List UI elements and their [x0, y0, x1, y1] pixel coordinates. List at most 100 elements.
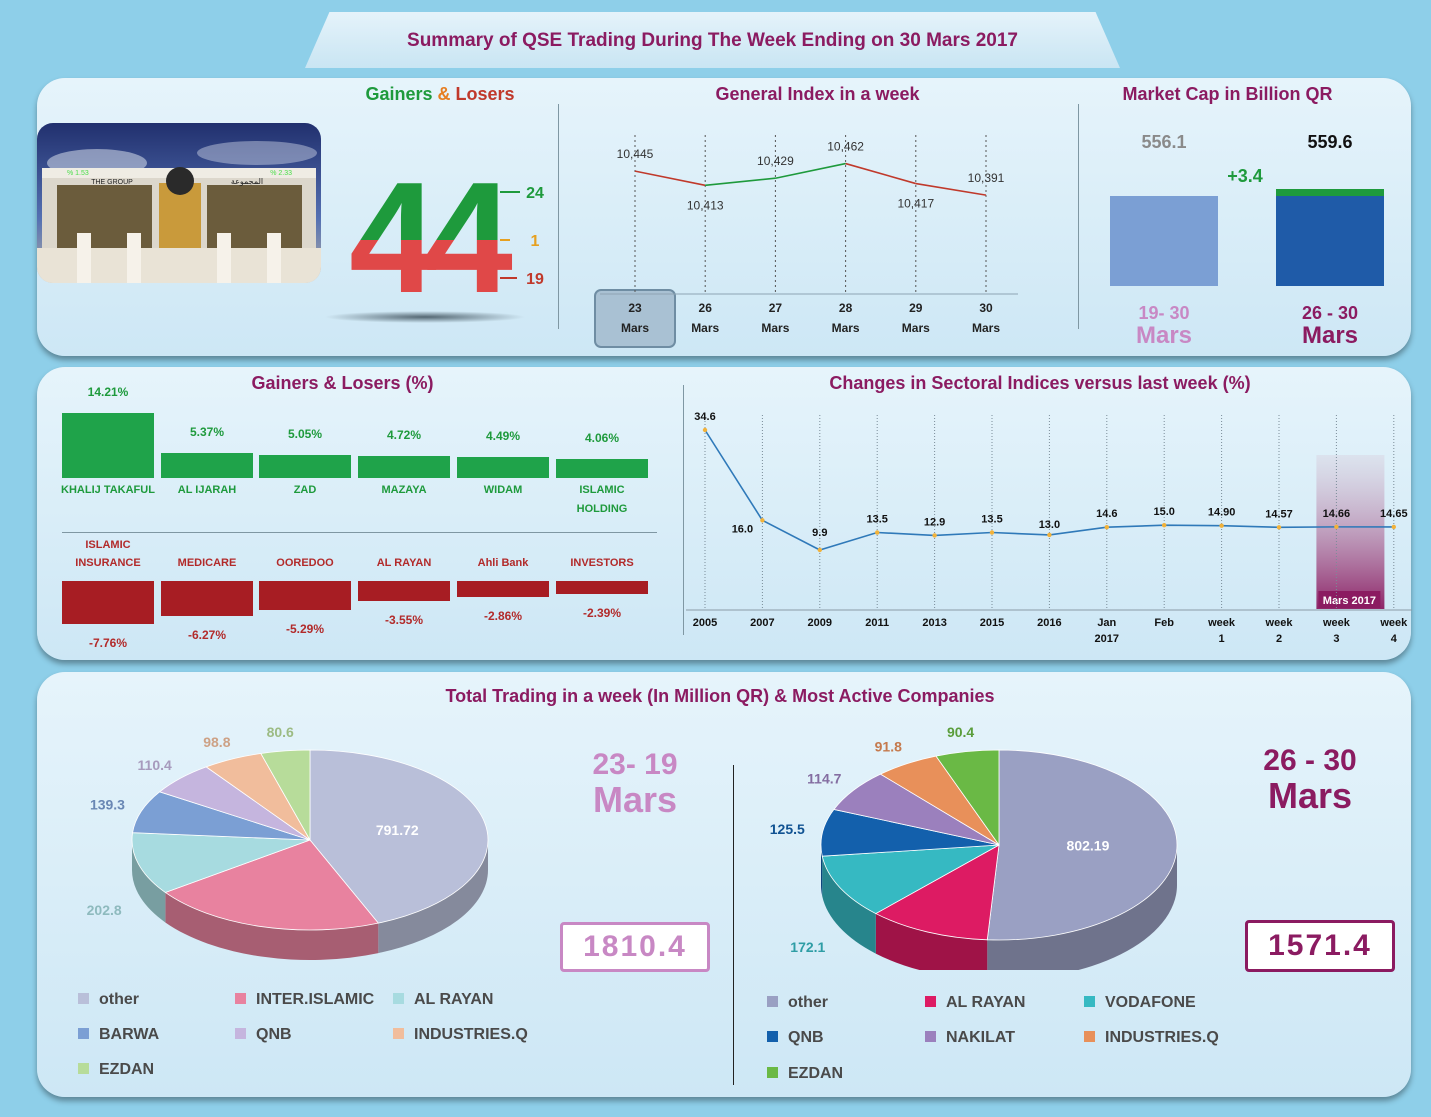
gainer-name: WIDAM	[483, 484, 523, 496]
gainers-losers-title: Gainers & Losers	[330, 84, 550, 105]
legend-item: QNB	[767, 1029, 824, 1047]
loser-bar	[358, 581, 450, 601]
pie-value-label: 202.8	[87, 902, 122, 918]
pie-slice	[131, 832, 311, 893]
legend-swatch	[235, 1028, 246, 1039]
index-value-label: 10,429	[757, 154, 794, 168]
trading-curr-total: 1571.4	[1245, 920, 1395, 972]
gainers-losers-counter: 44 44 24 1 19	[325, 165, 544, 325]
legend-label: AL RAYAN	[946, 994, 1026, 1011]
legend-swatch	[925, 1031, 936, 1042]
loser-pct-label: -6.27%	[187, 627, 227, 642]
x-tick-label: week	[1265, 617, 1294, 629]
index-value-label: 10,391	[968, 171, 1005, 185]
general-index-chart: 23 Mars 26 Mars 27 Mars 28 Mars 29 Mars 30 Mars 10,4…	[594, 135, 1018, 348]
gainer-bar	[62, 413, 154, 478]
gainers-word: Gainers	[365, 84, 433, 104]
losers-number: 19	[526, 271, 544, 288]
index-segment	[705, 177, 776, 187]
loser-name: Ahli Bank	[477, 557, 529, 569]
legend-item: AL RAYAN	[925, 994, 1025, 1012]
sectoral-value-label: 34.6	[694, 411, 715, 423]
legend-item: other	[78, 991, 139, 1009]
x-tick-label: Feb	[1154, 617, 1174, 629]
unchanged-number: 1	[531, 233, 540, 250]
highlight-band	[1316, 455, 1385, 609]
market-cap-curr-period: 26 - 30 Mars	[1266, 303, 1394, 348]
sectoral-point	[817, 547, 822, 553]
legend-label: INDUSTRIES.Q	[414, 1026, 528, 1043]
market-cap-prev-period-1: 19- 30	[1138, 303, 1190, 323]
legend-item: BARWA	[78, 1026, 159, 1044]
trading-curr-period-2: Mars	[1267, 775, 1353, 816]
gainer-pct-label: 4.72%	[386, 428, 422, 443]
pie-side	[987, 845, 1177, 970]
pie-side	[821, 845, 823, 897]
legend-swatch	[393, 993, 404, 1004]
pie-side	[165, 892, 379, 960]
sectoral-point	[989, 530, 995, 535]
sectoral-value-label: 14.65	[1380, 508, 1408, 520]
trading-curr-period-1: 26 - 30	[1263, 744, 1357, 777]
x-tick-month: Mars	[832, 321, 860, 335]
sectoral-point	[932, 533, 937, 538]
loser-bar	[161, 581, 253, 616]
gainer-bar	[457, 457, 549, 478]
x-tick-label: week	[1322, 617, 1351, 629]
gainer-name: ISLAMIC HOLDING	[576, 484, 628, 515]
legend-swatch	[767, 1031, 778, 1042]
legend-swatch	[78, 1063, 89, 1074]
sectoral-value-label: 16.0	[732, 523, 753, 535]
gainer-bar	[259, 454, 351, 478]
x-tick-day: 30	[979, 301, 993, 315]
x-tick-month: Mars	[902, 321, 930, 335]
sectoral-value-label: 14.66	[1323, 508, 1351, 520]
x-tick-label: 2016	[1037, 617, 1061, 629]
gainer-pct-label: 14.21%	[87, 385, 129, 399]
x-tick-label-2: 2017	[1095, 633, 1119, 645]
x-tick-label: 2015	[980, 617, 1004, 629]
x-tick-label-2: 3	[1333, 633, 1339, 645]
highlight-label: Mars 2017	[1323, 595, 1376, 607]
movers-panel	[37, 367, 1411, 660]
legend-item: QNB	[235, 1026, 292, 1044]
legend-item: VODAFONE	[1084, 994, 1196, 1012]
x-tick-label-2: 2	[1276, 633, 1282, 645]
legend-label: INDUSTRIES.Q	[1105, 1029, 1219, 1046]
index-segment	[634, 170, 706, 187]
x-tick-label-2: 4	[1391, 633, 1398, 645]
sign-left: THE GROUP	[91, 179, 133, 186]
sectoral-value-label: 14.6	[1096, 508, 1117, 520]
loser-pct-label: -3.55%	[384, 612, 424, 627]
pie-side	[822, 856, 876, 954]
legend-label: BARWA	[99, 1026, 160, 1043]
loser-name: INVESTORS	[570, 557, 634, 569]
market-cap-curr-bar	[1276, 189, 1384, 286]
sectoral-point	[1219, 523, 1224, 528]
index-segment	[845, 162, 917, 185]
legend-swatch	[1084, 1031, 1095, 1042]
legend-label: EZDAN	[99, 1061, 155, 1078]
market-cap-change: +3.4	[1227, 166, 1263, 186]
gainers-losers-pct-title: Gainers & Losers (%)	[251, 373, 434, 393]
x-tick-label: 2007	[750, 617, 774, 629]
trading-prev-period-1: 23- 19	[592, 748, 678, 781]
legend-swatch	[235, 993, 246, 1004]
legend-label: EZDAN	[788, 1065, 844, 1082]
loser-name: OOREDOO	[276, 557, 334, 569]
loser-pct-label: -7.76%	[88, 636, 128, 650]
legend-swatch	[78, 1028, 89, 1039]
pie-slice	[260, 749, 311, 842]
sectoral-point	[702, 427, 708, 433]
sectoral-value-label: 13.0	[1039, 519, 1060, 531]
building-photo: THE GROUP المجموعة % 1.53 % 2.33	[37, 123, 321, 283]
legend-swatch	[78, 993, 89, 1004]
legend-swatch	[767, 996, 778, 1007]
x-tick-label: Jan	[1097, 617, 1116, 629]
sectoral-point	[875, 530, 880, 535]
pie-slice	[935, 749, 1000, 847]
pie-slice	[821, 844, 1000, 915]
pie-value-label: 139.3	[90, 797, 125, 813]
sectoral-point	[1334, 524, 1339, 530]
